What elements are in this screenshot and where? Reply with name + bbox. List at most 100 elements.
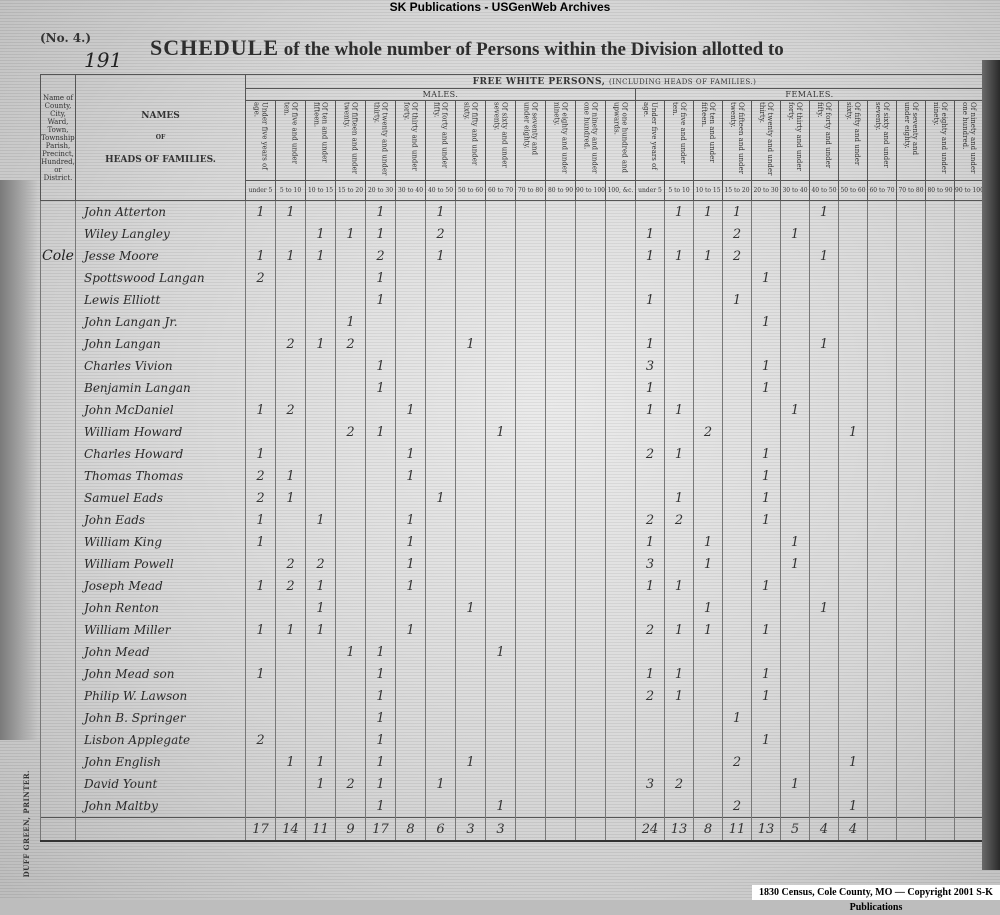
female-count-cell bbox=[693, 707, 723, 729]
female-count-cell bbox=[838, 333, 868, 355]
schedule-number: (No. 4.) bbox=[40, 31, 91, 45]
female-count-cell: 1 bbox=[635, 223, 665, 245]
names-header-line: HEADS OF FAMILIES. bbox=[105, 154, 216, 165]
female-count-cell bbox=[693, 487, 723, 509]
table-row: John Mead 1 1 1 bbox=[40, 641, 985, 663]
female-count-cell bbox=[722, 597, 752, 619]
female-count-cell bbox=[867, 245, 897, 267]
male-count-cell bbox=[425, 795, 456, 818]
female-age-range: 10 to 15 bbox=[693, 180, 723, 201]
male-count-cell: 1 bbox=[335, 223, 366, 245]
county-cell bbox=[40, 575, 76, 597]
female-age-column-header: Of eighty and under ninety. bbox=[925, 100, 955, 181]
female-total-cell: 11 bbox=[722, 817, 752, 842]
head-of-family-name: John Mead bbox=[75, 641, 246, 663]
male-count-cell bbox=[425, 311, 456, 333]
female-count-cell bbox=[809, 773, 839, 795]
female-count-cell bbox=[953, 641, 985, 663]
female-count-cell bbox=[751, 289, 781, 311]
male-count-cell bbox=[545, 663, 576, 685]
female-count-cell bbox=[953, 619, 985, 641]
male-count-cell: 1 bbox=[365, 641, 396, 663]
table-row: Wiley Langley 1 1 1 2 1 2 1 bbox=[40, 223, 985, 245]
male-count-cell bbox=[455, 531, 486, 553]
table-row: John English 1 1 1 1 2 1 bbox=[40, 751, 985, 773]
male-count-cell bbox=[365, 311, 396, 333]
male-count-cell: 1 bbox=[485, 641, 516, 663]
male-count-cell bbox=[335, 487, 366, 509]
male-count-cell bbox=[335, 663, 366, 685]
male-count-cell bbox=[605, 487, 636, 509]
female-count-cell bbox=[664, 707, 694, 729]
male-count-cell bbox=[335, 509, 366, 531]
male-count-cell: 1 bbox=[305, 575, 336, 597]
female-count-cell bbox=[838, 729, 868, 751]
female-count-cell bbox=[896, 311, 926, 333]
female-count-cell: 3 bbox=[635, 355, 665, 377]
male-count-cell bbox=[545, 641, 576, 663]
male-count-cell bbox=[575, 487, 606, 509]
county-cell bbox=[40, 795, 76, 818]
male-count-cell bbox=[455, 509, 486, 531]
male-count-cell bbox=[305, 641, 336, 663]
male-count-cell bbox=[245, 289, 276, 311]
female-age-column-header: Of seventy and under eighty. bbox=[896, 100, 926, 181]
female-count-cell bbox=[809, 685, 839, 707]
head-of-family-name: John Atterton bbox=[75, 200, 246, 223]
female-count-cell bbox=[664, 421, 694, 443]
male-count-cell: 1 bbox=[485, 421, 516, 443]
male-count-cell bbox=[515, 421, 546, 443]
male-count-cell bbox=[515, 641, 546, 663]
male-count-cell bbox=[515, 751, 546, 773]
female-count-cell bbox=[809, 355, 839, 377]
male-count-cell bbox=[455, 685, 486, 707]
county-cell bbox=[40, 509, 76, 531]
age-description: Of five and under ten. bbox=[671, 101, 687, 164]
female-count-cell bbox=[953, 795, 985, 818]
male-count-cell bbox=[515, 399, 546, 421]
female-count-cell: 1 bbox=[780, 531, 810, 553]
female-count-cell bbox=[809, 223, 839, 245]
female-count-cell bbox=[635, 421, 665, 443]
female-age-column-header: Of ten and under fifteen. bbox=[693, 100, 723, 181]
male-age-column-header: Of twenty and under thirty. bbox=[365, 100, 396, 181]
head-of-family-name: John English bbox=[75, 751, 246, 773]
female-count-cell bbox=[925, 531, 955, 553]
male-count-cell: 1 bbox=[365, 200, 396, 223]
female-count-cell bbox=[635, 707, 665, 729]
age-description: Of thirty and under forty. bbox=[787, 101, 803, 171]
table-row: Thomas Thomas 2 1 1 1 bbox=[40, 465, 985, 487]
male-count-cell bbox=[515, 443, 546, 465]
male-count-cell: 1 bbox=[275, 619, 306, 641]
male-count-cell bbox=[545, 465, 576, 487]
female-age-range: 60 to 70 bbox=[867, 180, 897, 201]
female-count-cell bbox=[780, 597, 810, 619]
male-count-cell bbox=[425, 377, 456, 399]
male-count-cell: 2 bbox=[245, 465, 276, 487]
male-count-cell bbox=[485, 509, 516, 531]
female-count-cell: 1 bbox=[664, 685, 694, 707]
male-count-cell bbox=[305, 685, 336, 707]
female-count-cell bbox=[780, 200, 810, 223]
title-rest: of the whole number of Persons within th… bbox=[283, 39, 784, 60]
female-count-cell: 1 bbox=[635, 663, 665, 685]
female-count-cell bbox=[751, 751, 781, 773]
female-count-cell: 3 bbox=[635, 553, 665, 575]
page-shadow bbox=[982, 60, 1000, 870]
page-title: SCHEDULE of the whole number of Persons … bbox=[150, 35, 950, 61]
female-count-cell bbox=[664, 333, 694, 355]
female-count-cell bbox=[780, 641, 810, 663]
male-count-cell bbox=[245, 707, 276, 729]
male-count-cell bbox=[395, 751, 426, 773]
male-count-cell bbox=[605, 377, 636, 399]
county-cell bbox=[40, 200, 76, 223]
female-count-cell bbox=[838, 641, 868, 663]
male-count-cell bbox=[485, 685, 516, 707]
female-count-cell bbox=[925, 487, 955, 509]
archive-banner: SK Publications - USGenWeb Archives bbox=[389, 0, 611, 14]
male-count-cell: 1 bbox=[245, 575, 276, 597]
head-of-family-name: Philip W. Lawson bbox=[75, 685, 246, 707]
female-count-cell bbox=[953, 465, 985, 487]
male-count-cell bbox=[335, 399, 366, 421]
age-description: Of eighty and under ninety. bbox=[932, 101, 948, 173]
